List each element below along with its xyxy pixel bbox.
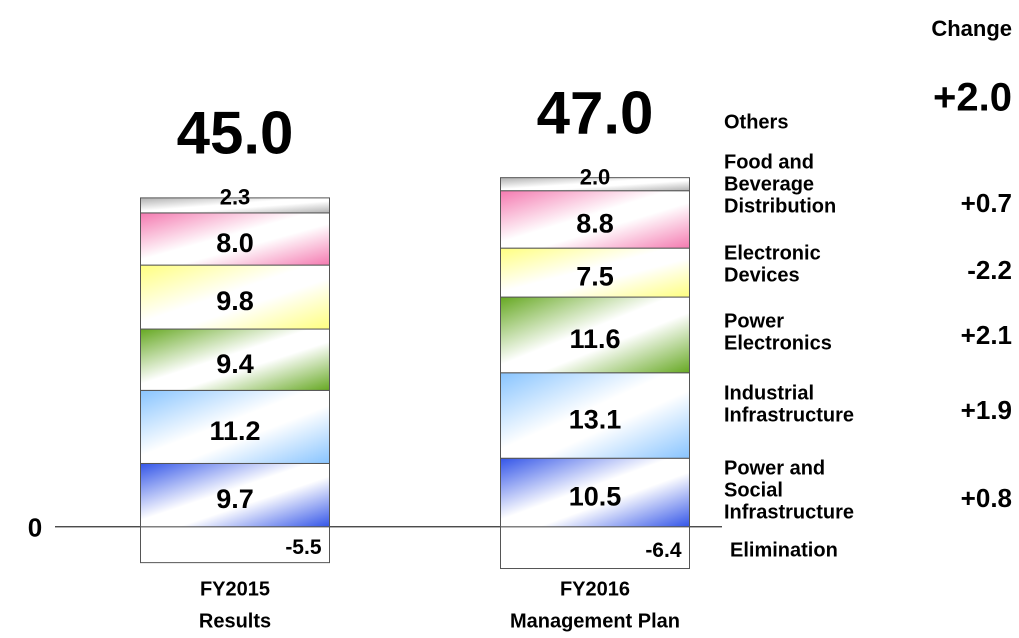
bar-segment [500,526,690,570]
data-label: 9.8 [216,286,254,316]
y-tick-label: 0 [28,513,42,543]
bar-segment [140,264,330,330]
bar-segment [500,457,690,528]
change-label: +1.9 [961,395,1012,425]
total-label: 47.0 [537,80,654,147]
legend-label: Beverage [724,173,814,195]
legend-label: Social [724,479,783,501]
legend-label: Devices [724,264,800,286]
change-title: Change [931,16,1012,41]
x-tick-label: FY2015 [200,578,270,600]
data-label: -5.5 [285,536,322,559]
data-label: 11.2 [209,416,260,446]
legend-label: Electronics [724,332,832,354]
x-tick-label: Management Plan [510,610,680,632]
bar-segment [500,247,690,298]
bar-segment [140,197,330,214]
legend-label: Industrial [724,382,814,404]
data-label: 9.4 [216,349,254,379]
x-tick-label: FY2016 [560,578,630,600]
total-change-label: +2.0 [933,76,1012,120]
data-label: 8.8 [576,209,614,239]
legend-label: Infrastructure [724,404,854,426]
change-label: +0.8 [961,483,1012,513]
legend-label: Power [724,310,784,332]
data-label: 10.5 [569,482,622,512]
total-label: 45.0 [177,100,294,167]
data-label: 2.0 [580,164,611,189]
change-label: -2.2 [967,255,1012,285]
legend-label: Elimination [730,539,838,561]
legend-label: Distribution [724,195,836,217]
bar-segment [140,328,330,391]
change-label: +2.1 [961,320,1012,350]
data-label: 7.5 [576,262,614,292]
change-label: +0.7 [961,188,1012,218]
data-label: 9.7 [216,484,254,514]
x-tick-label: Results [199,610,271,632]
bar-segment [140,212,330,266]
bar-segment [500,190,690,249]
bar-segment [500,177,690,192]
data-label: 8.0 [216,228,254,258]
legend-label: Electronic [724,242,821,264]
legend-label: Infrastructure [724,501,854,523]
bar-segment [140,462,330,528]
legend-label: Food and [724,151,814,173]
legend-label: Power and [724,457,825,479]
data-label: -6.4 [645,539,682,562]
data-label: 11.6 [569,324,620,354]
data-label: 13.1 [569,405,622,435]
bar-segment [500,372,690,459]
bar-segment [140,526,330,564]
legend-label: Others [724,111,788,133]
data-label: 2.3 [220,185,251,210]
